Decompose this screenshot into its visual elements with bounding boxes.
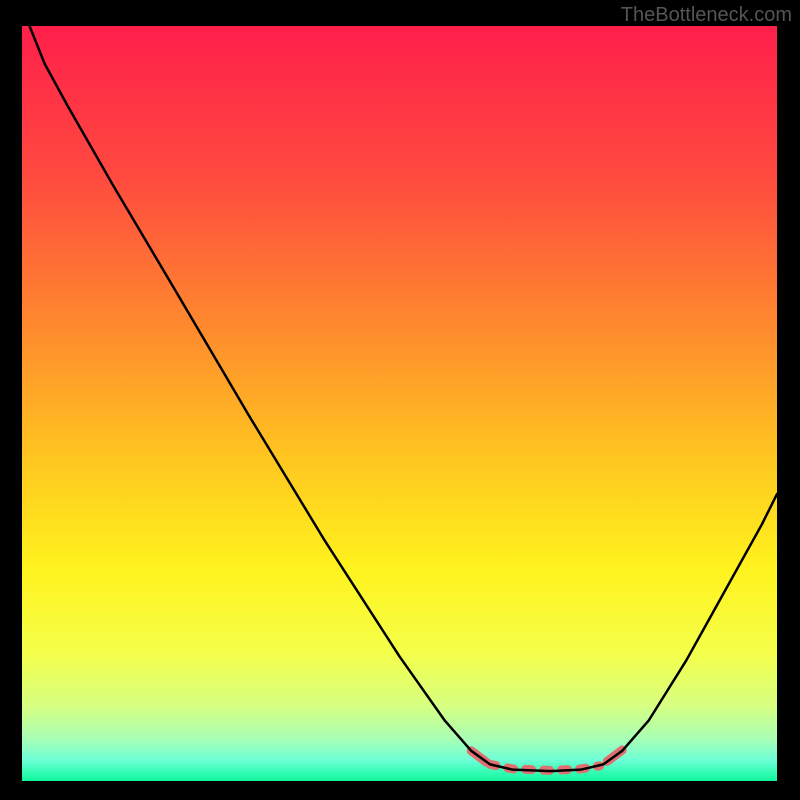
curve-layer xyxy=(22,26,777,781)
plot-area xyxy=(22,26,777,781)
watermark-text: TheBottleneck.com xyxy=(621,4,792,27)
black-v-curve xyxy=(30,26,777,771)
